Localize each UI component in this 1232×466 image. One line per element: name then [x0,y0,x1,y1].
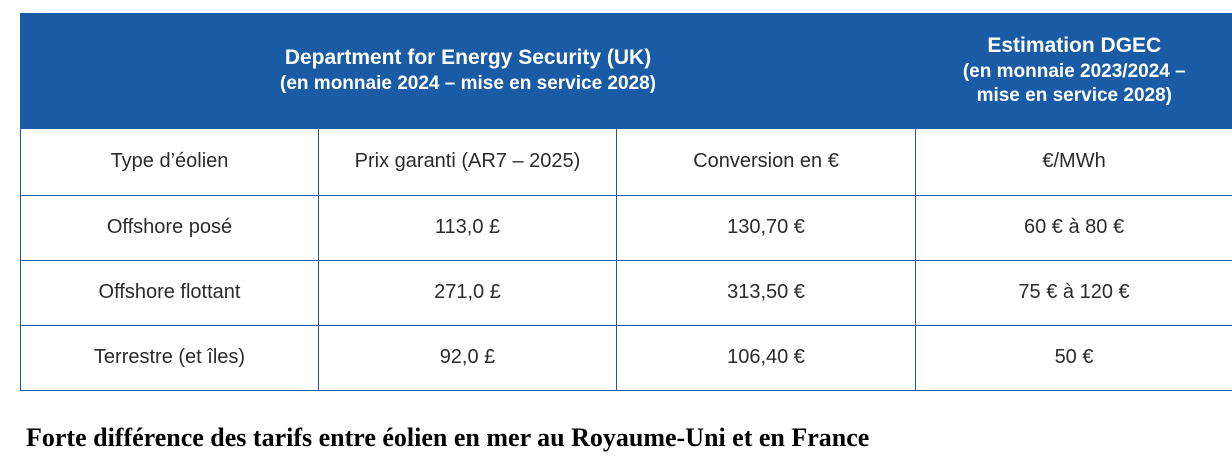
table-cell: 130,70 € [615,194,917,261]
table-row: Terrestre (et îles) 92,0 £ 106,40 € 50 € [20,324,1232,391]
header-dgec-subtitle-2: mise en service 2028) [976,85,1172,107]
table-header-row: Department for Energy Security (UK) (en … [20,13,1232,128]
header-uk-cell: Department for Energy Security (UK) (en … [20,13,917,128]
table-cell: Terrestre (et îles) [20,324,319,391]
column-header: €/MWh [915,127,1232,196]
table-cell: 50 € [915,324,1232,391]
table-cell: 75 € à 120 € [915,259,1232,326]
table-row: Offshore posé 113,0 £ 130,70 € 60 € à 80… [20,194,1232,261]
caption: Forte différence des tarifs entre éolien… [26,423,870,452]
column-header: Type d’éolien [20,127,319,196]
table-cell: 271,0 £ [318,259,617,326]
header-uk-title: Department for Energy Security (UK) [284,46,652,70]
header-uk-subtitle: (en monnaie 2024 – mise en service 2028) [280,73,657,95]
header-dgec-title: Estimation DGEC [987,34,1162,58]
table-cell: 113,0 £ [318,194,617,261]
header-dgec-subtitle-1: (en monnaie 2023/2024 – [962,61,1186,83]
table-row: Offshore flottant 271,0 £ 313,50 € 75 € … [20,259,1232,326]
column-header-row: Type d’éolien Prix garanti (AR7 – 2025) … [20,127,1232,196]
column-header: Conversion en € [615,127,917,196]
table-cell: Offshore posé [20,194,319,261]
table-cell: 60 € à 80 € [915,194,1232,261]
table-cell: 313,50 € [615,259,917,326]
header-dgec-cell: Estimation DGEC (en monnaie 2023/2024 – … [915,13,1232,128]
tariff-table: Department for Energy Security (UK) (en … [20,13,1232,391]
table-cell: 106,40 € [615,324,917,391]
column-header: Prix garanti (AR7 – 2025) [318,127,617,196]
table-cell: Offshore flottant [20,259,319,326]
table-cell: 92,0 £ [318,324,617,391]
